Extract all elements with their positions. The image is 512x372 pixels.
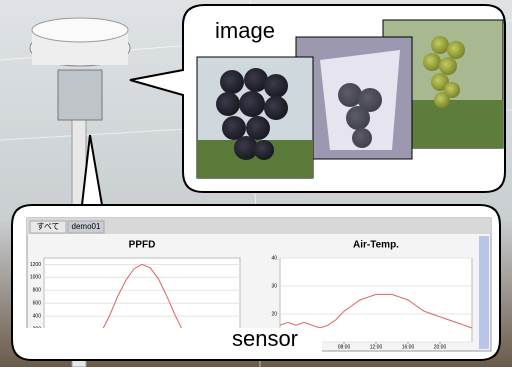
x-tick-label: 12:00 bbox=[370, 344, 383, 350]
tab-label: demo01 bbox=[72, 222, 101, 231]
image-label: image bbox=[215, 18, 275, 43]
y-tick-label: 1000 bbox=[30, 275, 41, 281]
chart-title: PPFD bbox=[129, 240, 156, 251]
sensor-device-top bbox=[32, 18, 128, 42]
y-tick-label: 40 bbox=[271, 255, 277, 261]
y-tick-label: 30 bbox=[271, 283, 277, 289]
x-tick-label: 20:00 bbox=[434, 344, 447, 350]
y-tick-label: 20 bbox=[271, 311, 277, 317]
y-tick-label: 1200 bbox=[30, 262, 41, 268]
x-tick-label: 08:00 bbox=[338, 344, 351, 350]
tab-label: すべて bbox=[36, 222, 59, 231]
y-tick-label: 800 bbox=[33, 288, 42, 294]
sensor-housing bbox=[58, 70, 102, 120]
figure: image すべて demo01 PPFD0200400600800100012… bbox=[0, 0, 512, 367]
y-tick-label: 600 bbox=[33, 301, 42, 307]
scrollbar[interactable] bbox=[479, 236, 489, 349]
sensor-label: sensor bbox=[232, 326, 298, 351]
chart-title: Air-Temp. bbox=[353, 240, 399, 251]
x-tick-label: 16:00 bbox=[402, 344, 415, 350]
y-tick-label: 400 bbox=[33, 313, 42, 319]
